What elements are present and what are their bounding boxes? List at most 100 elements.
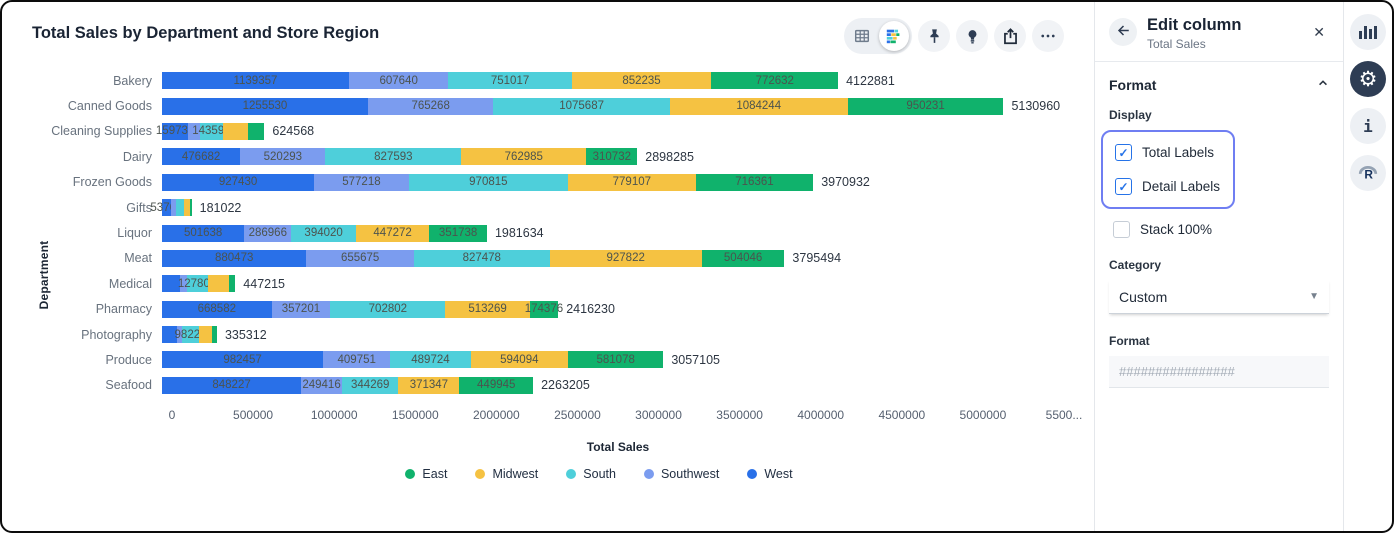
bar-segment-east[interactable] [247, 122, 265, 140]
bar-segment-west[interactable]: 880473 [162, 249, 307, 267]
table-view-button[interactable] [847, 21, 877, 51]
bar-segment-east[interactable]: 772632 [711, 72, 839, 90]
bar-segment-midwest[interactable]: 1084244 [669, 97, 848, 115]
bar-segment-south[interactable]: 127807 [178, 275, 216, 293]
bar-segment-south[interactable]: 143592 [192, 122, 231, 140]
bar-segment-east[interactable]: 310732 [586, 148, 638, 166]
bar-segment-west[interactable]: 927430 [162, 173, 315, 191]
bar-segment-southwest[interactable]: 286966 [244, 224, 292, 242]
detail-label: 1139357 [233, 74, 278, 87]
r-logo-icon: R [1357, 161, 1379, 186]
settings-button[interactable]: ⚙ [1350, 61, 1386, 97]
legend-item-southwest[interactable]: Southwest [643, 467, 719, 481]
bar-segment-south[interactable] [175, 199, 184, 217]
pin-button[interactable] [918, 20, 950, 52]
more-options-button[interactable] [1032, 20, 1064, 52]
bar-segment-east[interactable]: 351738 [429, 224, 487, 242]
legend-item-midwest[interactable]: Midwest [475, 467, 538, 481]
bar-segment-midwest[interactable]: 594094 [470, 351, 569, 369]
format-input[interactable] [1109, 356, 1329, 388]
bar-segment-midwest[interactable]: 762985 [461, 148, 587, 166]
chart-area: Total Sales by Department and Store Regi… [2, 2, 1094, 531]
bar-segment-west[interactable]: 668582 [162, 300, 272, 318]
x-axis-ticks: 0 500000 1000000 1500000 2000000 2500000 30000… [169, 408, 1083, 424]
bar-segment-midwest[interactable]: 852235 [571, 72, 712, 90]
info-button[interactable]: i [1350, 108, 1386, 144]
legend-item-east[interactable]: East [405, 467, 447, 481]
bar-segment-west[interactable]: 501638 [162, 224, 245, 242]
detail-label: 577218 [342, 176, 381, 189]
bar-segment-southwest[interactable]: 577218 [314, 173, 409, 191]
bar-segment-south[interactable]: 827593 [325, 148, 462, 166]
bar-segment-southwest[interactable] [176, 326, 183, 344]
bar-segment-south[interactable]: 751017 [448, 72, 572, 90]
bar-segment-west[interactable]: 982457 [162, 351, 324, 369]
bar-segment-midwest[interactable] [223, 122, 248, 140]
chart-view-button[interactable] [879, 21, 909, 51]
bar-segment-east[interactable]: 504046 [701, 249, 785, 267]
bar-segment-east[interactable]: 174376 [525, 300, 563, 318]
bar-segment-midwest[interactable]: 779107 [567, 173, 696, 191]
bar-segment-midwest[interactable] [198, 326, 213, 344]
bar-segment-southwest[interactable] [170, 199, 176, 217]
bar-segment-south[interactable]: 702802 [330, 300, 446, 318]
total-labels-checkbox-row[interactable]: ✓ Total Labels [1115, 144, 1221, 161]
bar-segment-south[interactable]: 489724 [390, 351, 471, 369]
stack-100-checkbox[interactable] [1113, 221, 1130, 238]
bar-segment-east[interactable]: 716361 [695, 173, 814, 191]
explore-button[interactable] [956, 20, 988, 52]
legend-item-west[interactable]: West [747, 467, 793, 481]
bar-segment-west[interactable] [162, 275, 181, 293]
bar-segment-west[interactable]: 848227 [162, 376, 302, 394]
bar-segment-south[interactable]: 827478 [413, 249, 550, 267]
bar-segment-east[interactable]: 449945 [459, 376, 534, 394]
bar-segment-southwest[interactable]: 765268 [367, 97, 494, 115]
bar-segment-southwest[interactable]: 249416 [301, 376, 342, 394]
bar-segment-east[interactable] [190, 199, 192, 217]
bar-segment-midwest[interactable] [183, 199, 191, 217]
lightbulb-icon [963, 27, 982, 46]
bar-segment-southwest[interactable] [188, 122, 200, 140]
category-select[interactable]: Custom ▼ [1109, 280, 1329, 314]
bar-segment-east[interactable] [212, 326, 217, 344]
bar-segment-south[interactable]: 1075687 [493, 97, 670, 115]
share-button[interactable] [994, 20, 1026, 52]
bar-segment-southwest[interactable]: 357201 [271, 300, 331, 318]
bar-segment-midwest[interactable]: 927822 [549, 249, 702, 267]
bar-segment-southwest[interactable]: 520293 [240, 148, 326, 166]
bar-segment-south[interactable]: 394020 [291, 224, 356, 242]
legend-item-south[interactable]: South [566, 467, 616, 481]
bar-segment-southwest[interactable]: 409751 [323, 351, 391, 369]
bar-segment-midwest[interactable]: 447272 [355, 224, 430, 242]
format-section-header[interactable]: Format [1109, 76, 1329, 94]
total-labels-checkbox[interactable]: ✓ [1115, 144, 1132, 161]
bar-segment-south[interactable]: 98221 [175, 326, 207, 344]
bar-segment-south[interactable]: 970815 [408, 173, 568, 191]
y-tick-label: Cleaning Supplies [51, 124, 152, 139]
element-panel-button[interactable] [1350, 14, 1386, 50]
bar-segment-west[interactable] [162, 326, 177, 344]
bar-segment-midwest[interactable]: 371347 [398, 376, 460, 394]
bar-segment-east[interactable]: 950231 [847, 97, 1004, 115]
bar-segment-east[interactable] [228, 275, 236, 293]
bar-segment-south[interactable]: 344269 [341, 376, 399, 394]
bar-segment-west[interactable]: 159738 [156, 122, 194, 140]
bar-segment-southwest[interactable]: 655675 [306, 249, 414, 267]
detail-labels-checkbox-row[interactable]: ✓ Detail Labels [1115, 178, 1221, 195]
bar-segment-west[interactable]: 476682 [162, 148, 241, 166]
edit-column-panel: Edit column Total Sales ✕ Format Display… [1094, 2, 1343, 531]
bar-segment-southwest[interactable]: 607640 [348, 72, 449, 90]
stack-100-checkbox-row[interactable]: Stack 100% [1113, 221, 1329, 238]
bar-segment-midwest[interactable]: 513269 [445, 300, 530, 318]
bar-segment-west[interactable]: 1139357 [162, 72, 349, 90]
bar-segment-west[interactable]: 53763 [150, 199, 182, 217]
bar-segment-southwest[interactable] [180, 275, 187, 293]
bar-segment-east[interactable]: 581078 [568, 351, 664, 369]
close-panel-button[interactable]: ✕ [1307, 20, 1331, 45]
back-button[interactable] [1109, 18, 1137, 46]
detail-label: 174376 [524, 303, 564, 316]
bar-segment-west[interactable]: 1255530 [162, 97, 368, 115]
bar-segment-midwest[interactable] [207, 275, 229, 293]
detail-labels-checkbox[interactable]: ✓ [1115, 178, 1132, 195]
r-integration-button[interactable]: R [1350, 155, 1386, 191]
